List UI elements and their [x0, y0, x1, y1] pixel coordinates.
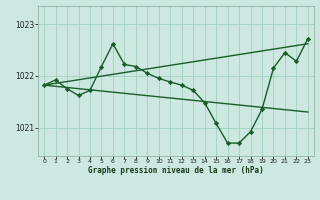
X-axis label: Graphe pression niveau de la mer (hPa): Graphe pression niveau de la mer (hPa): [88, 166, 264, 175]
